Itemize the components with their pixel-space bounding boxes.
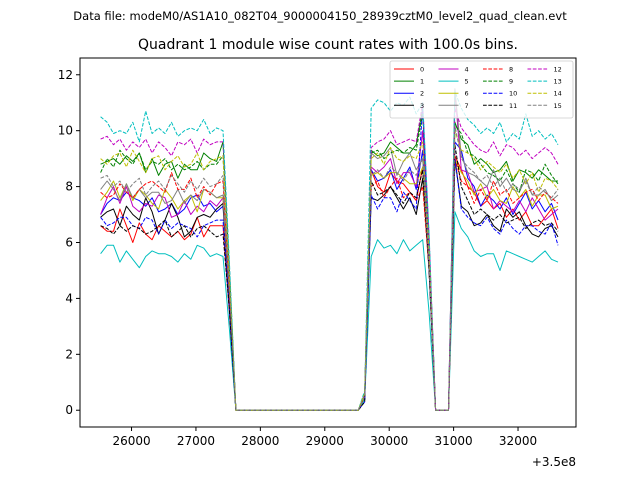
y-tick-label: 0 [65,403,73,417]
legend-entry: 9 [483,78,513,86]
y-tick-label: 12 [58,68,73,82]
plot-area [100,88,559,411]
legend-entry: 4 [438,66,469,74]
series-line-15 [100,124,559,411]
legend-label: 9 [509,78,513,86]
x-tick-label: 32000 [499,434,537,448]
legend-entry: 10 [483,90,517,98]
series-line-14 [100,130,559,411]
legend-label: 3 [420,102,424,110]
x-axis: 26000 27000 28000 29000 30000 31000 32000 [112,427,537,448]
series-line-12 [100,102,559,411]
legend-entry: 14 [527,90,562,98]
chart-title: Quadrant 1 module wise count rates with … [138,37,518,53]
legend-entry: 12 [527,66,562,74]
legend-label: 0 [420,66,424,74]
y-tick-label: 2 [65,347,73,361]
legend-label: 8 [509,66,513,74]
legend-label: 6 [465,90,469,98]
x-tick-label: 30000 [370,434,408,448]
legend-label: 4 [465,66,469,74]
series-line-4 [100,91,559,411]
legend-entry: 11 [483,102,517,110]
legend-label: 14 [554,90,562,98]
legend-entry: 5 [438,78,469,86]
x-tick-label: 28000 [241,434,279,448]
legend-entry: 6 [438,90,469,98]
series-line-5 [100,211,559,411]
legend-entry: 2 [394,90,424,98]
legend-label: 7 [465,102,469,110]
x-tick-label: 27000 [177,434,215,448]
legend-label: 1 [420,78,424,86]
x-tick-label: 29000 [306,434,344,448]
x-offset-label: +3.5e8 [532,455,576,469]
legend-label: 2 [420,90,424,98]
legend-label: 10 [509,90,517,98]
legend-label: 13 [554,78,562,86]
legend-entry: 8 [483,66,513,74]
series-layer [100,88,559,411]
y-tick-label: 6 [65,236,73,250]
legend-label: 5 [465,78,469,86]
legend-entry: 3 [394,102,424,110]
y-axis: 0 2 4 6 8 10 12 [58,68,80,417]
legend-label: 11 [509,102,517,110]
legend-box [389,60,574,119]
legend-entry: 13 [527,78,562,86]
legend-label: 15 [554,102,562,110]
y-tick-label: 10 [58,124,73,138]
series-line-13 [100,91,559,411]
series-line-11 [100,144,559,411]
legend-entry: 1 [394,78,424,86]
x-tick-label: 31000 [435,434,473,448]
legend-entry: 0 [394,66,424,74]
legend-entry: 7 [438,102,469,110]
series-line-10 [100,105,559,411]
suptitle: Data file: modeM0/AS1A10_082T04_90000041… [73,9,567,23]
series-line-2 [100,141,559,411]
series-line-9 [100,113,559,411]
legend-label: 12 [554,66,562,74]
series-line-7 [100,88,559,411]
x-tick-label: 26000 [112,434,150,448]
legend-entry: 15 [527,102,562,110]
y-tick-label: 4 [65,291,73,305]
y-tick-label: 8 [65,180,73,194]
